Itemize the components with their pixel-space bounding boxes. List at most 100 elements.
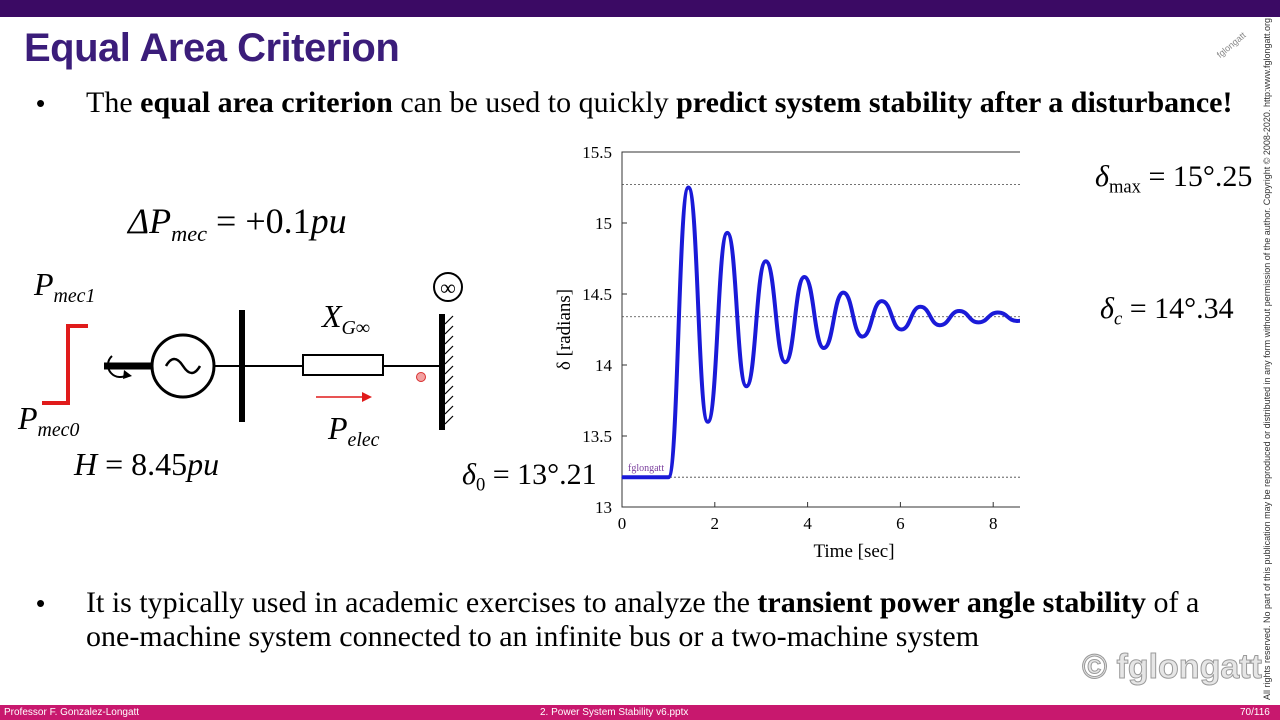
data-point-1 — [667, 476, 669, 478]
power-flow-arrowhead-icon — [362, 392, 372, 402]
power-step-icon — [42, 324, 88, 405]
y-tick-label-3: 14.5 — [582, 285, 612, 304]
delta-pmec-unit: pu — [310, 201, 347, 241]
pmec1-label: Pmec1 — [34, 266, 95, 308]
y-axis-label: δ [radians] — [554, 289, 575, 370]
pmec0-sub: mec0 — [37, 418, 80, 441]
x-tick-label-2: 4 — [803, 514, 812, 533]
delta-c-sub: c — [1113, 308, 1123, 330]
xg-label: XG∞ — [322, 298, 370, 340]
footer-author: Professor F. Gonzalez-Longatt — [4, 707, 140, 718]
xg-sub: G∞ — [341, 316, 371, 339]
data-point-12 — [881, 300, 883, 302]
y-tick-label-0: 13 — [595, 498, 612, 517]
data-point-5 — [745, 385, 747, 387]
data-point-6 — [765, 260, 767, 262]
top-bar — [0, 0, 1280, 17]
delta-0-sub: 0 — [475, 474, 486, 496]
data-point-2 — [687, 186, 689, 189]
data-point-15 — [939, 324, 941, 326]
delta-c-rhs: = 14°.34 — [1122, 292, 1234, 325]
y-tick-label-1: 13.5 — [582, 427, 612, 446]
bullet-2-part-1: It is typically used in academic exercis… — [86, 586, 758, 619]
bullet-1-text: The equal area criterion can be used to … — [86, 86, 1246, 120]
delta-pmec-rhs: = +0.1 — [207, 201, 311, 241]
slide-title: Equal Area Criterion — [24, 26, 400, 70]
x-tick-label-3: 6 — [896, 514, 905, 533]
bullet-2-bold-1: transient power angle stability — [757, 586, 1147, 619]
delta-max-sub: max — [1108, 176, 1141, 198]
delta-0-rhs: = 13°.21 — [485, 458, 597, 491]
delta-pmec-symbol: ΔP — [128, 201, 172, 241]
corner-watermark: fglongatt — [1214, 30, 1248, 60]
single-machine-diagram: ∞ — [42, 272, 463, 430]
data-point-8 — [803, 276, 805, 278]
footer-page-number: 70/116 — [1240, 707, 1270, 718]
x-tick-label-4: 8 — [989, 514, 998, 533]
delta-c-symbol: δ — [1100, 292, 1114, 325]
delta-c-label: δc = 14°.34 — [1100, 292, 1234, 331]
delta-pmec-equation: ΔPmec = +0.1pu — [128, 200, 347, 247]
bullet-2: • It is typically used in academic exerc… — [36, 586, 1256, 696]
footer-bar: Professor F. Gonzalez-Longatt 2. Power S… — [0, 705, 1280, 720]
inertia-symbol: H — [74, 446, 98, 482]
inertia-rhs: = 8.45 — [97, 446, 188, 482]
x-tick-label-0: 0 — [618, 514, 627, 533]
chart-watermark: fglongatt — [628, 463, 664, 474]
reactance-block — [302, 354, 384, 376]
pmec1-sub: mec1 — [53, 284, 96, 307]
data-point-9 — [823, 347, 825, 349]
data-point-0 — [621, 476, 623, 478]
pelec-symbol: P — [328, 410, 348, 446]
pmec1-symbol: P — [34, 266, 54, 302]
bullet-dot-1: • — [36, 88, 46, 118]
pmec0-label: Pmec0 — [18, 400, 79, 442]
data-point-16 — [958, 310, 960, 312]
pelec-sub: elec — [347, 428, 380, 451]
copyright-notice: All rights reserved. No part of this pub… — [1262, 18, 1272, 700]
bullet-1-bold-1: equal area criterion — [140, 86, 393, 119]
bullet-1-part-1: The — [86, 86, 141, 119]
brand-watermark: © fglongatt — [1082, 648, 1263, 687]
data-point-14 — [919, 306, 921, 308]
y-tick-label-4: 15 — [595, 214, 612, 233]
delta-max-label: δmax = 15°.25 — [1095, 160, 1252, 199]
delta-pmec-sub: mec — [171, 220, 208, 246]
x-axis-label: Time [sec] — [813, 541, 894, 562]
delta-max-rhs: = 15°.25 — [1140, 160, 1253, 193]
data-point-7 — [784, 361, 786, 363]
y-tick-label-2: 14 — [595, 356, 613, 375]
infinity-symbol: ∞ — [440, 275, 456, 300]
x-tick-label-1: 2 — [711, 514, 720, 533]
bullet-1-part-2: can be used to quickly — [392, 86, 677, 119]
delta-max-symbol: δ — [1095, 160, 1109, 193]
inertia-equation: H = 8.45pu — [74, 446, 219, 483]
delta-0-label: δ0 = 13°.21 — [462, 458, 597, 497]
bullet-1: • The equal area criterion can be used t… — [36, 86, 1246, 158]
pelec-label: Pelec — [328, 410, 379, 452]
footer-filename: 2. Power System Stability v6.pptx — [540, 707, 689, 718]
data-point-11 — [861, 336, 863, 338]
bullet-1-bold-2: predict system stability after a disturb… — [676, 86, 1233, 119]
xg-symbol: X — [322, 298, 342, 334]
data-point-19 — [1016, 320, 1018, 322]
y-tick-label-5: 15.5 — [582, 143, 612, 162]
bullet-2-part-2: of a one-machine system connected to an … — [86, 586, 1200, 653]
data-point-10 — [842, 291, 844, 294]
data-point-18 — [997, 311, 999, 314]
bullet-dot-2: • — [36, 588, 46, 618]
pmec0-symbol: P — [18, 400, 38, 436]
bullet-2-text: It is typically used in academic exercis… — [86, 586, 1256, 654]
plot-area — [621, 151, 1020, 508]
delta-0-symbol: δ — [462, 458, 476, 491]
data-point-3 — [707, 421, 709, 423]
data-point-4 — [726, 232, 728, 234]
inertia-unit: pu — [187, 446, 220, 482]
data-point-13 — [900, 328, 902, 331]
ground-hatch-icon — [444, 315, 454, 425]
laser-pointer-dot — [416, 372, 426, 382]
series-line-0 — [622, 185, 1020, 480]
sine-wave-icon — [164, 357, 202, 375]
rotation-arrowhead-icon — [123, 370, 132, 379]
